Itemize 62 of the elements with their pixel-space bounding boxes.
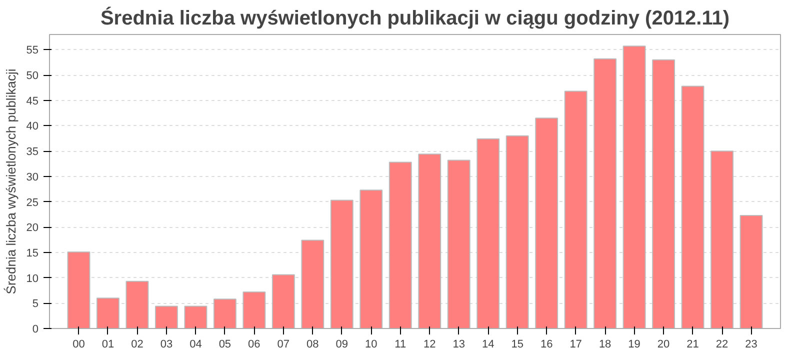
bar [301,240,324,328]
bar [564,90,588,328]
y-tick-label: 40 [26,120,39,133]
y-tick-label: 25 [26,196,39,209]
x-tick-label: 06 [248,338,260,350]
chart-title: Średnia liczba wyświetlonych publikacji w ciągu godziny (2012.11) [100,6,730,30]
bar [330,200,354,328]
bar [418,154,442,328]
y-tick-label: 0 [32,324,39,336]
x-tick-label: 01 [102,338,114,350]
x-tick-label: 15 [511,338,524,350]
x-tick-label: 03 [160,338,173,350]
bar [126,280,149,328]
bar [96,298,120,328]
y-axis-title: Średnia liczba wyświetlonych publikacji [3,68,18,294]
bar [360,190,383,328]
x-tick-label: 22 [716,338,728,350]
x-tick-label: 19 [628,338,640,350]
bar [67,251,90,328]
bar [388,162,412,328]
bar [535,118,558,328]
x-tick-label: 20 [657,338,670,350]
x-tick-label: 12 [424,338,436,350]
x-tick-label: 23 [745,338,758,350]
x-tick-label: 10 [365,338,378,350]
bar [622,46,646,328]
bar [594,58,617,328]
x-tick-label: 07 [277,338,290,350]
x-tick-label: 17 [570,338,582,350]
x-tick-label: 02 [131,338,144,350]
bar [681,86,704,328]
y-tick-label: 10 [26,272,39,285]
y-tick-label: 55 [26,44,39,57]
y-tick-label: 20 [26,222,39,234]
x-tick-label: 13 [452,338,465,350]
x-tick-label: 00 [72,338,85,350]
bar [740,214,763,328]
x-tick-label: 14 [482,338,494,350]
y-tick-label: 50 [26,70,39,82]
y-tick-label: 35 [26,146,39,158]
bar [506,135,529,328]
x-tick-label: 11 [394,338,406,350]
x-tick-label: 16 [540,338,553,350]
bar [184,306,208,328]
bar [476,138,500,328]
bar [242,292,266,328]
bar [213,298,236,328]
x-tick-label: 18 [598,338,612,350]
x-tick-label: 09 [336,338,348,350]
x-tick-label: 04 [190,338,202,350]
x-tick-label: 05 [218,338,232,350]
bar [710,150,734,328]
bar [272,274,295,328]
y-tick-label: 15 [26,247,39,260]
y-tick-label: 5 [32,298,39,310]
bar [447,160,470,328]
bar [652,59,676,328]
bar [154,306,178,328]
x-tick-label: 21 [686,338,699,350]
x-tick-label: 08 [306,338,319,350]
y-tick-label: 45 [26,95,39,108]
y-tick-label: 30 [26,171,39,184]
